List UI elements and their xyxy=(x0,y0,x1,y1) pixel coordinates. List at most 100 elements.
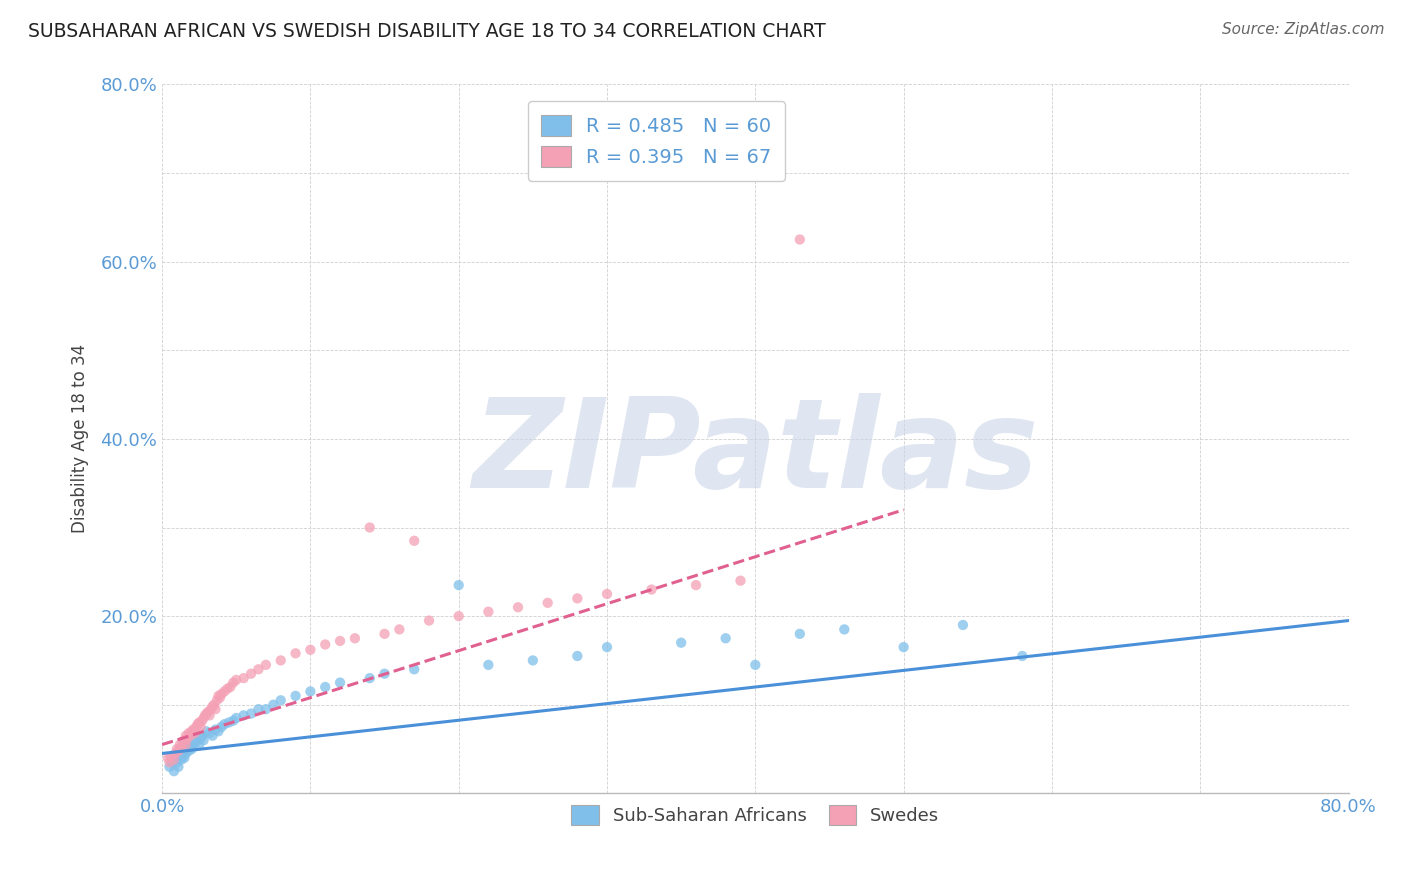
Point xyxy=(254,657,277,672)
Point xyxy=(166,742,188,756)
Point xyxy=(270,693,292,707)
Point xyxy=(197,705,219,719)
Point xyxy=(789,627,811,641)
Point xyxy=(179,740,201,755)
Point xyxy=(159,756,181,770)
Point xyxy=(567,591,589,606)
Point xyxy=(204,702,226,716)
Point xyxy=(163,764,186,779)
Point xyxy=(173,738,195,752)
Point xyxy=(181,723,204,737)
Point xyxy=(183,733,205,747)
Point xyxy=(299,684,322,698)
Point xyxy=(180,742,202,756)
Point xyxy=(240,666,263,681)
Point xyxy=(299,642,322,657)
Legend: Sub-Saharan Africans, Swedes: Sub-Saharan Africans, Swedes xyxy=(562,796,948,834)
Point xyxy=(834,623,856,637)
Point xyxy=(209,687,232,701)
Point xyxy=(174,738,197,752)
Point xyxy=(173,751,195,765)
Point xyxy=(188,738,211,752)
Point xyxy=(170,753,193,767)
Point xyxy=(596,640,619,654)
Point xyxy=(207,724,229,739)
Point xyxy=(225,673,247,687)
Point xyxy=(222,714,245,728)
Point xyxy=(173,733,195,747)
Text: SUBSAHARAN AFRICAN VS SWEDISH DISABILITY AGE 18 TO 34 CORRELATION CHART: SUBSAHARAN AFRICAN VS SWEDISH DISABILITY… xyxy=(28,22,825,41)
Point xyxy=(183,726,205,740)
Point xyxy=(188,715,211,730)
Point xyxy=(744,657,766,672)
Point xyxy=(165,751,187,765)
Point xyxy=(190,731,212,746)
Text: ZIPatlas: ZIPatlas xyxy=(472,392,1039,514)
Point xyxy=(209,720,232,734)
Point xyxy=(685,578,707,592)
Point xyxy=(172,749,194,764)
Text: Source: ZipAtlas.com: Source: ZipAtlas.com xyxy=(1222,22,1385,37)
Point xyxy=(714,632,737,646)
Point xyxy=(201,699,224,714)
Point xyxy=(195,706,218,721)
Point xyxy=(284,646,307,660)
Point xyxy=(893,640,915,654)
Point xyxy=(198,726,221,740)
Point xyxy=(174,729,197,743)
Point xyxy=(404,533,426,548)
Point xyxy=(329,634,352,648)
Point xyxy=(596,587,619,601)
Point xyxy=(359,520,381,534)
Point xyxy=(204,723,226,737)
Point xyxy=(214,684,236,698)
Point xyxy=(194,708,217,723)
Point xyxy=(159,760,181,774)
Point xyxy=(193,711,215,725)
Point xyxy=(669,636,692,650)
Point xyxy=(191,714,214,728)
Point xyxy=(167,760,190,774)
Point xyxy=(952,618,974,632)
Point xyxy=(247,702,270,716)
Point xyxy=(195,724,218,739)
Point xyxy=(404,662,426,676)
Point xyxy=(191,729,214,743)
Point xyxy=(217,681,239,696)
Point xyxy=(177,726,200,740)
Point xyxy=(447,578,470,592)
Point xyxy=(374,666,396,681)
Point xyxy=(219,680,242,694)
Point xyxy=(254,702,277,716)
Point xyxy=(179,729,201,743)
Point xyxy=(167,744,190,758)
Point xyxy=(165,747,187,761)
Y-axis label: Disability Age 18 to 34: Disability Age 18 to 34 xyxy=(72,344,89,533)
Point xyxy=(172,735,194,749)
Point xyxy=(193,733,215,747)
Point xyxy=(187,717,209,731)
Point xyxy=(176,731,198,746)
Point xyxy=(214,717,236,731)
Point xyxy=(174,747,197,761)
Point xyxy=(522,653,544,667)
Point xyxy=(218,715,240,730)
Point xyxy=(270,653,292,667)
Point xyxy=(208,690,231,705)
Point xyxy=(567,648,589,663)
Point xyxy=(477,605,499,619)
Point xyxy=(180,724,202,739)
Point xyxy=(506,600,529,615)
Point xyxy=(284,689,307,703)
Point xyxy=(222,675,245,690)
Point xyxy=(166,756,188,770)
Point xyxy=(207,689,229,703)
Point xyxy=(177,744,200,758)
Point xyxy=(198,708,221,723)
Point xyxy=(169,742,191,756)
Point xyxy=(314,680,336,694)
Point xyxy=(730,574,752,588)
Point xyxy=(166,747,188,761)
Point xyxy=(314,638,336,652)
Point xyxy=(789,233,811,247)
